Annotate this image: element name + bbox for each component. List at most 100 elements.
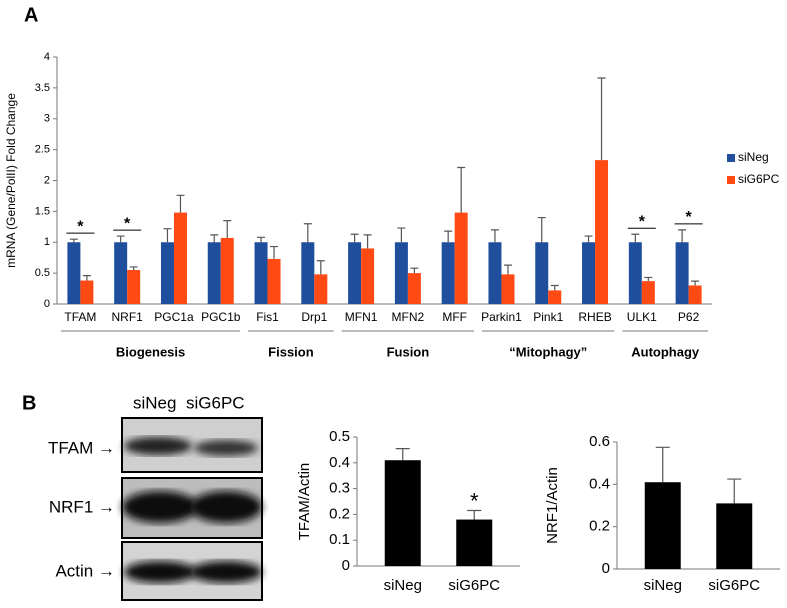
- y-tick-label: 0.2: [589, 518, 610, 535]
- y-tick-label: 0.4: [329, 454, 350, 471]
- error-bar: [444, 230, 453, 243]
- error-bar: [691, 280, 700, 286]
- x-tick-label: NRF1: [112, 310, 144, 324]
- y-tick-label: 0: [44, 298, 50, 310]
- bar: [407, 273, 421, 304]
- bar: [384, 460, 421, 566]
- error-bar: [210, 234, 219, 243]
- bar: [535, 242, 549, 304]
- x-tick-label: Drp1: [301, 310, 327, 324]
- x-tick-label: ULK1: [627, 310, 657, 324]
- bar: [688, 285, 702, 304]
- lane-label: siG6PC: [186, 393, 245, 412]
- y-tick-label: 4: [44, 51, 50, 63]
- y-tick-label: 3.5: [35, 82, 50, 94]
- bar: [127, 270, 141, 304]
- bar: [301, 242, 315, 304]
- bar: [220, 237, 234, 304]
- panel-label: A: [24, 4, 38, 26]
- bar: [348, 242, 362, 304]
- y-tick-label: 0: [602, 560, 610, 577]
- error-bar: [655, 446, 670, 483]
- bar: [644, 482, 681, 569]
- blot-row-label: TFAM →: [48, 438, 115, 457]
- significance-label: *: [470, 488, 479, 513]
- y-tick-label: 0.4: [589, 475, 610, 492]
- error-bar: [395, 448, 410, 461]
- bar: [67, 242, 81, 304]
- bar: [114, 242, 128, 304]
- bar: [160, 242, 174, 304]
- blot-row-label: Actin →: [55, 561, 115, 580]
- x-tick-label: Pink1: [533, 310, 563, 324]
- error-bar: [584, 235, 593, 243]
- significance-label: *: [124, 215, 131, 232]
- x-tick-label: P62: [678, 310, 700, 324]
- blot: [121, 417, 263, 601]
- error-bar: [176, 194, 185, 213]
- x-tick-label: siG6PC: [448, 577, 500, 594]
- bar: [456, 519, 493, 566]
- group-label: “Mitophagy”: [509, 344, 587, 359]
- bar: [501, 274, 515, 304]
- error-bar: [597, 77, 606, 161]
- bar: [628, 242, 642, 304]
- lane-label: siNeg: [133, 393, 176, 412]
- error-bar: [350, 233, 359, 243]
- bar: [548, 290, 562, 304]
- error-bar: [467, 509, 482, 520]
- bar: [641, 281, 655, 304]
- x-tick-label: PGC1a: [154, 310, 194, 324]
- y-tick-label: 2: [44, 174, 50, 186]
- error-bar: [503, 264, 512, 275]
- group-label: Fusion: [387, 344, 430, 359]
- error-bar: [727, 478, 742, 504]
- legend-label: siG6PC: [738, 172, 780, 186]
- bar: [254, 242, 268, 304]
- bar: [267, 258, 281, 304]
- bar: [716, 503, 753, 569]
- y-tick-label: 0.6: [589, 433, 610, 450]
- y-tick-label: 0.3: [329, 480, 350, 497]
- blot-row-label: NRF1 →: [49, 497, 115, 516]
- y-tick-label: 0.5: [329, 428, 350, 445]
- group-label: Biogenesis: [116, 344, 185, 359]
- error-bar: [631, 233, 640, 243]
- y-axis-label: mRNA (Gene/PolII) Fold Change: [4, 93, 18, 268]
- error-bar: [303, 223, 312, 243]
- error-bar: [163, 228, 172, 243]
- x-tick-label: siNeg: [644, 577, 682, 594]
- y-axis-label: TFAM/Actin: [296, 463, 313, 541]
- x-tick-label: TFAM: [64, 310, 96, 324]
- error-bar: [537, 216, 546, 243]
- bar: [675, 242, 689, 304]
- bar: [595, 160, 609, 304]
- error-bar: [644, 276, 653, 282]
- error-bar: [116, 235, 125, 243]
- legend-label: siNeg: [738, 150, 769, 164]
- x-tick-label: Parkin1: [481, 310, 522, 324]
- legend-swatch: [727, 154, 735, 162]
- error-bar: [457, 166, 466, 213]
- x-tick-label: PGC1b: [201, 310, 241, 324]
- x-tick-label: Fis1: [256, 310, 279, 324]
- error-bar: [82, 274, 91, 281]
- bar: [173, 212, 187, 304]
- y-tick-label: 1: [44, 236, 50, 248]
- error-bar: [257, 236, 266, 243]
- error-bar: [270, 245, 279, 259]
- bar: [314, 274, 328, 304]
- error-bar: [550, 284, 559, 291]
- error-bar: [223, 220, 232, 238]
- y-tick-label: 0.1: [329, 531, 350, 548]
- y-tick-label: 1.5: [35, 205, 50, 217]
- significance-label: *: [685, 209, 692, 226]
- y-axis-label: NRF1/Actin: [544, 467, 561, 544]
- y-tick-label: 0: [342, 557, 350, 574]
- error-bar: [410, 267, 419, 274]
- group-label: Autophagy: [631, 344, 700, 359]
- bar: [80, 280, 94, 304]
- error-bar: [69, 238, 78, 243]
- error-bar: [129, 266, 138, 271]
